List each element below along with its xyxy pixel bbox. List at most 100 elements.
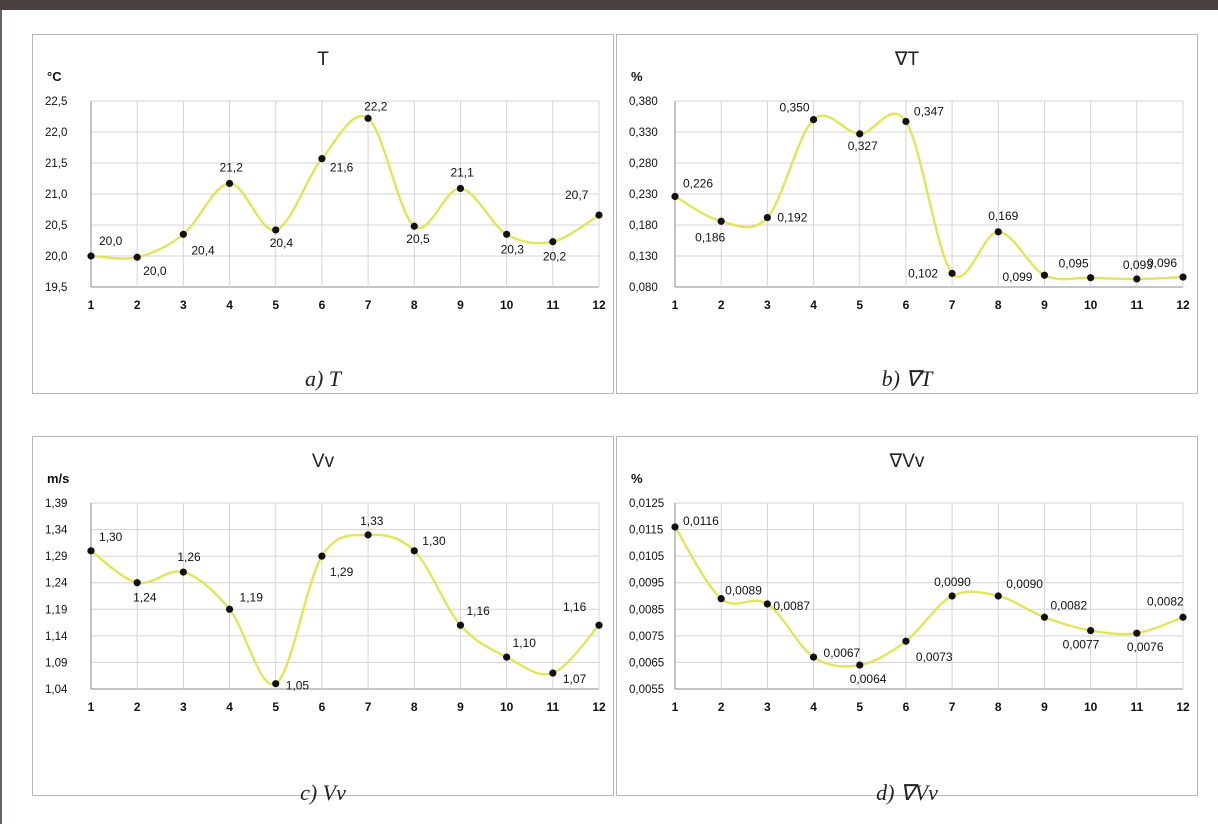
- y-axis-unit: m/s: [47, 471, 69, 486]
- data-point: [948, 592, 956, 600]
- x-tick-label: 8: [411, 700, 418, 714]
- x-tick-label: 9: [1041, 700, 1048, 714]
- data-label: 1,33: [360, 514, 384, 528]
- x-tick-label: 11: [546, 700, 559, 714]
- x-tick-label: 12: [1176, 298, 1190, 312]
- data-label: 20,5: [406, 232, 430, 246]
- data-label: 0,347: [914, 104, 944, 118]
- x-tick-label: 1: [672, 298, 679, 312]
- data-point: [318, 552, 326, 560]
- chart-svg-vv: Vvm/s1,041,091,141,191,241,291,341,391 2 3…: [45, 451, 606, 714]
- data-label: 1,05: [286, 679, 310, 693]
- y-tick-label: 1,29: [45, 551, 67, 563]
- data-label: 22,2: [364, 99, 388, 113]
- data-label: 20,0: [143, 264, 167, 278]
- y-tick-label: 0,0085: [629, 604, 664, 616]
- data-label: 1,29: [330, 565, 354, 579]
- x-tick-label: 3: [180, 298, 187, 312]
- data-label: 0,093: [1123, 258, 1153, 272]
- chart-title: ∇T: [894, 49, 920, 70]
- x-tick-label: 9: [457, 700, 464, 714]
- chart-panel-grad-t: ∇T% 0,080 0,130 0,180 0,230 0,280 0,330 0,380 1 2…: [616, 34, 1198, 394]
- data-label: 20,0: [99, 234, 123, 248]
- data-label: 21,6: [330, 161, 354, 175]
- y-tick-label: 1,34: [45, 525, 68, 537]
- x-tick-label: 7: [949, 700, 956, 714]
- data-label: 0,0090: [934, 575, 971, 589]
- x-tick-label: 3: [764, 298, 771, 312]
- data-label: 1,30: [99, 530, 123, 544]
- chart-svg-t: T°C19,520,020,521,021,522,022,51 2 3 4 5 6 7 8 9…: [45, 49, 606, 312]
- y-tick-label: 0,0125: [629, 498, 664, 510]
- data-point: [272, 680, 280, 688]
- data-label: 1,07: [563, 672, 587, 686]
- data-point: [87, 252, 95, 260]
- y-tick-label: 0,080: [629, 282, 658, 294]
- data-label: 0,095: [1059, 257, 1089, 271]
- x-tick-label: 2: [718, 298, 725, 312]
- y-tick-label: 0,230: [629, 189, 658, 201]
- data-label: 0,0076: [1127, 640, 1164, 654]
- x-tick-label: 2: [718, 700, 725, 714]
- data-label: 0,0082: [1147, 594, 1184, 608]
- data-point: [671, 192, 679, 201]
- x-tick-label: 10: [500, 700, 514, 714]
- data-point: [133, 579, 141, 587]
- data-label: 21,1: [450, 165, 474, 179]
- x-tick-label: 6: [319, 298, 326, 312]
- chart-title: Vv: [312, 451, 335, 472]
- data-label: 0,099: [1002, 270, 1032, 284]
- x-tick-label: 7: [365, 700, 372, 714]
- caption-d: d) ∇Vv: [876, 780, 938, 805]
- x-tick-label: 6: [903, 298, 910, 312]
- data-label: 0,0064: [850, 672, 887, 686]
- x-tick-label: 5: [856, 298, 863, 312]
- y-tick-label: 0,180: [629, 220, 658, 232]
- data-point: [595, 621, 603, 629]
- data-point: [1179, 613, 1187, 621]
- y-tick-label: 0,0065: [629, 657, 664, 669]
- data-label: 0,102: [908, 266, 938, 280]
- data-point: [364, 114, 372, 122]
- x-tick-label: 4: [810, 298, 817, 312]
- x-tick-label: 5: [272, 700, 279, 714]
- data-label: 0,0077: [1063, 638, 1100, 652]
- chart-title: ∇Vv: [889, 451, 925, 472]
- x-tick-label: 11: [1130, 700, 1143, 714]
- data-label: 20,3: [501, 242, 525, 256]
- x-tick-label: 2: [134, 700, 141, 714]
- y-tick-label: 1,24: [45, 578, 68, 590]
- y-tick-label: 1,09: [45, 657, 67, 669]
- data-label: 20,7: [565, 188, 589, 202]
- data-label: 1,26: [177, 550, 201, 564]
- y-tick-label: 0,0095: [629, 578, 664, 590]
- x-tick-label: 11: [1130, 298, 1143, 312]
- data-point: [225, 605, 234, 613]
- x-tick-label: 5: [856, 700, 863, 714]
- x-tick-label: 12: [1176, 700, 1190, 714]
- data-label: 0,0090: [1006, 577, 1043, 591]
- x-tick-label: 1: [88, 700, 95, 714]
- data-label: 0,192: [777, 211, 807, 225]
- data-point: [902, 117, 910, 126]
- x-tick-label: 9: [1041, 298, 1048, 312]
- data-point: [763, 600, 771, 608]
- caption-c: c) Vv: [300, 780, 346, 805]
- x-tick-label: 4: [226, 700, 233, 714]
- y-tick-label: 20,5: [45, 220, 67, 232]
- data-label: 0,350: [780, 101, 810, 115]
- data-point: [595, 211, 603, 219]
- data-label: 20,4: [191, 243, 215, 257]
- data-point: [410, 222, 418, 230]
- data-point: [179, 568, 187, 576]
- x-tick-label: 3: [764, 700, 771, 714]
- data-point: [318, 155, 326, 163]
- data-point: [763, 213, 771, 222]
- data-point: [456, 621, 465, 629]
- chart-svg-grad-vv: ∇Vv% 0,0055 0,0065 0,0075 0,0085 0,0095 0,0105…: [629, 451, 1190, 714]
- data-label: 0,0087: [773, 599, 810, 613]
- data-point: [410, 547, 418, 555]
- x-tick-label: 2: [134, 298, 141, 312]
- series-line: [90, 114, 600, 260]
